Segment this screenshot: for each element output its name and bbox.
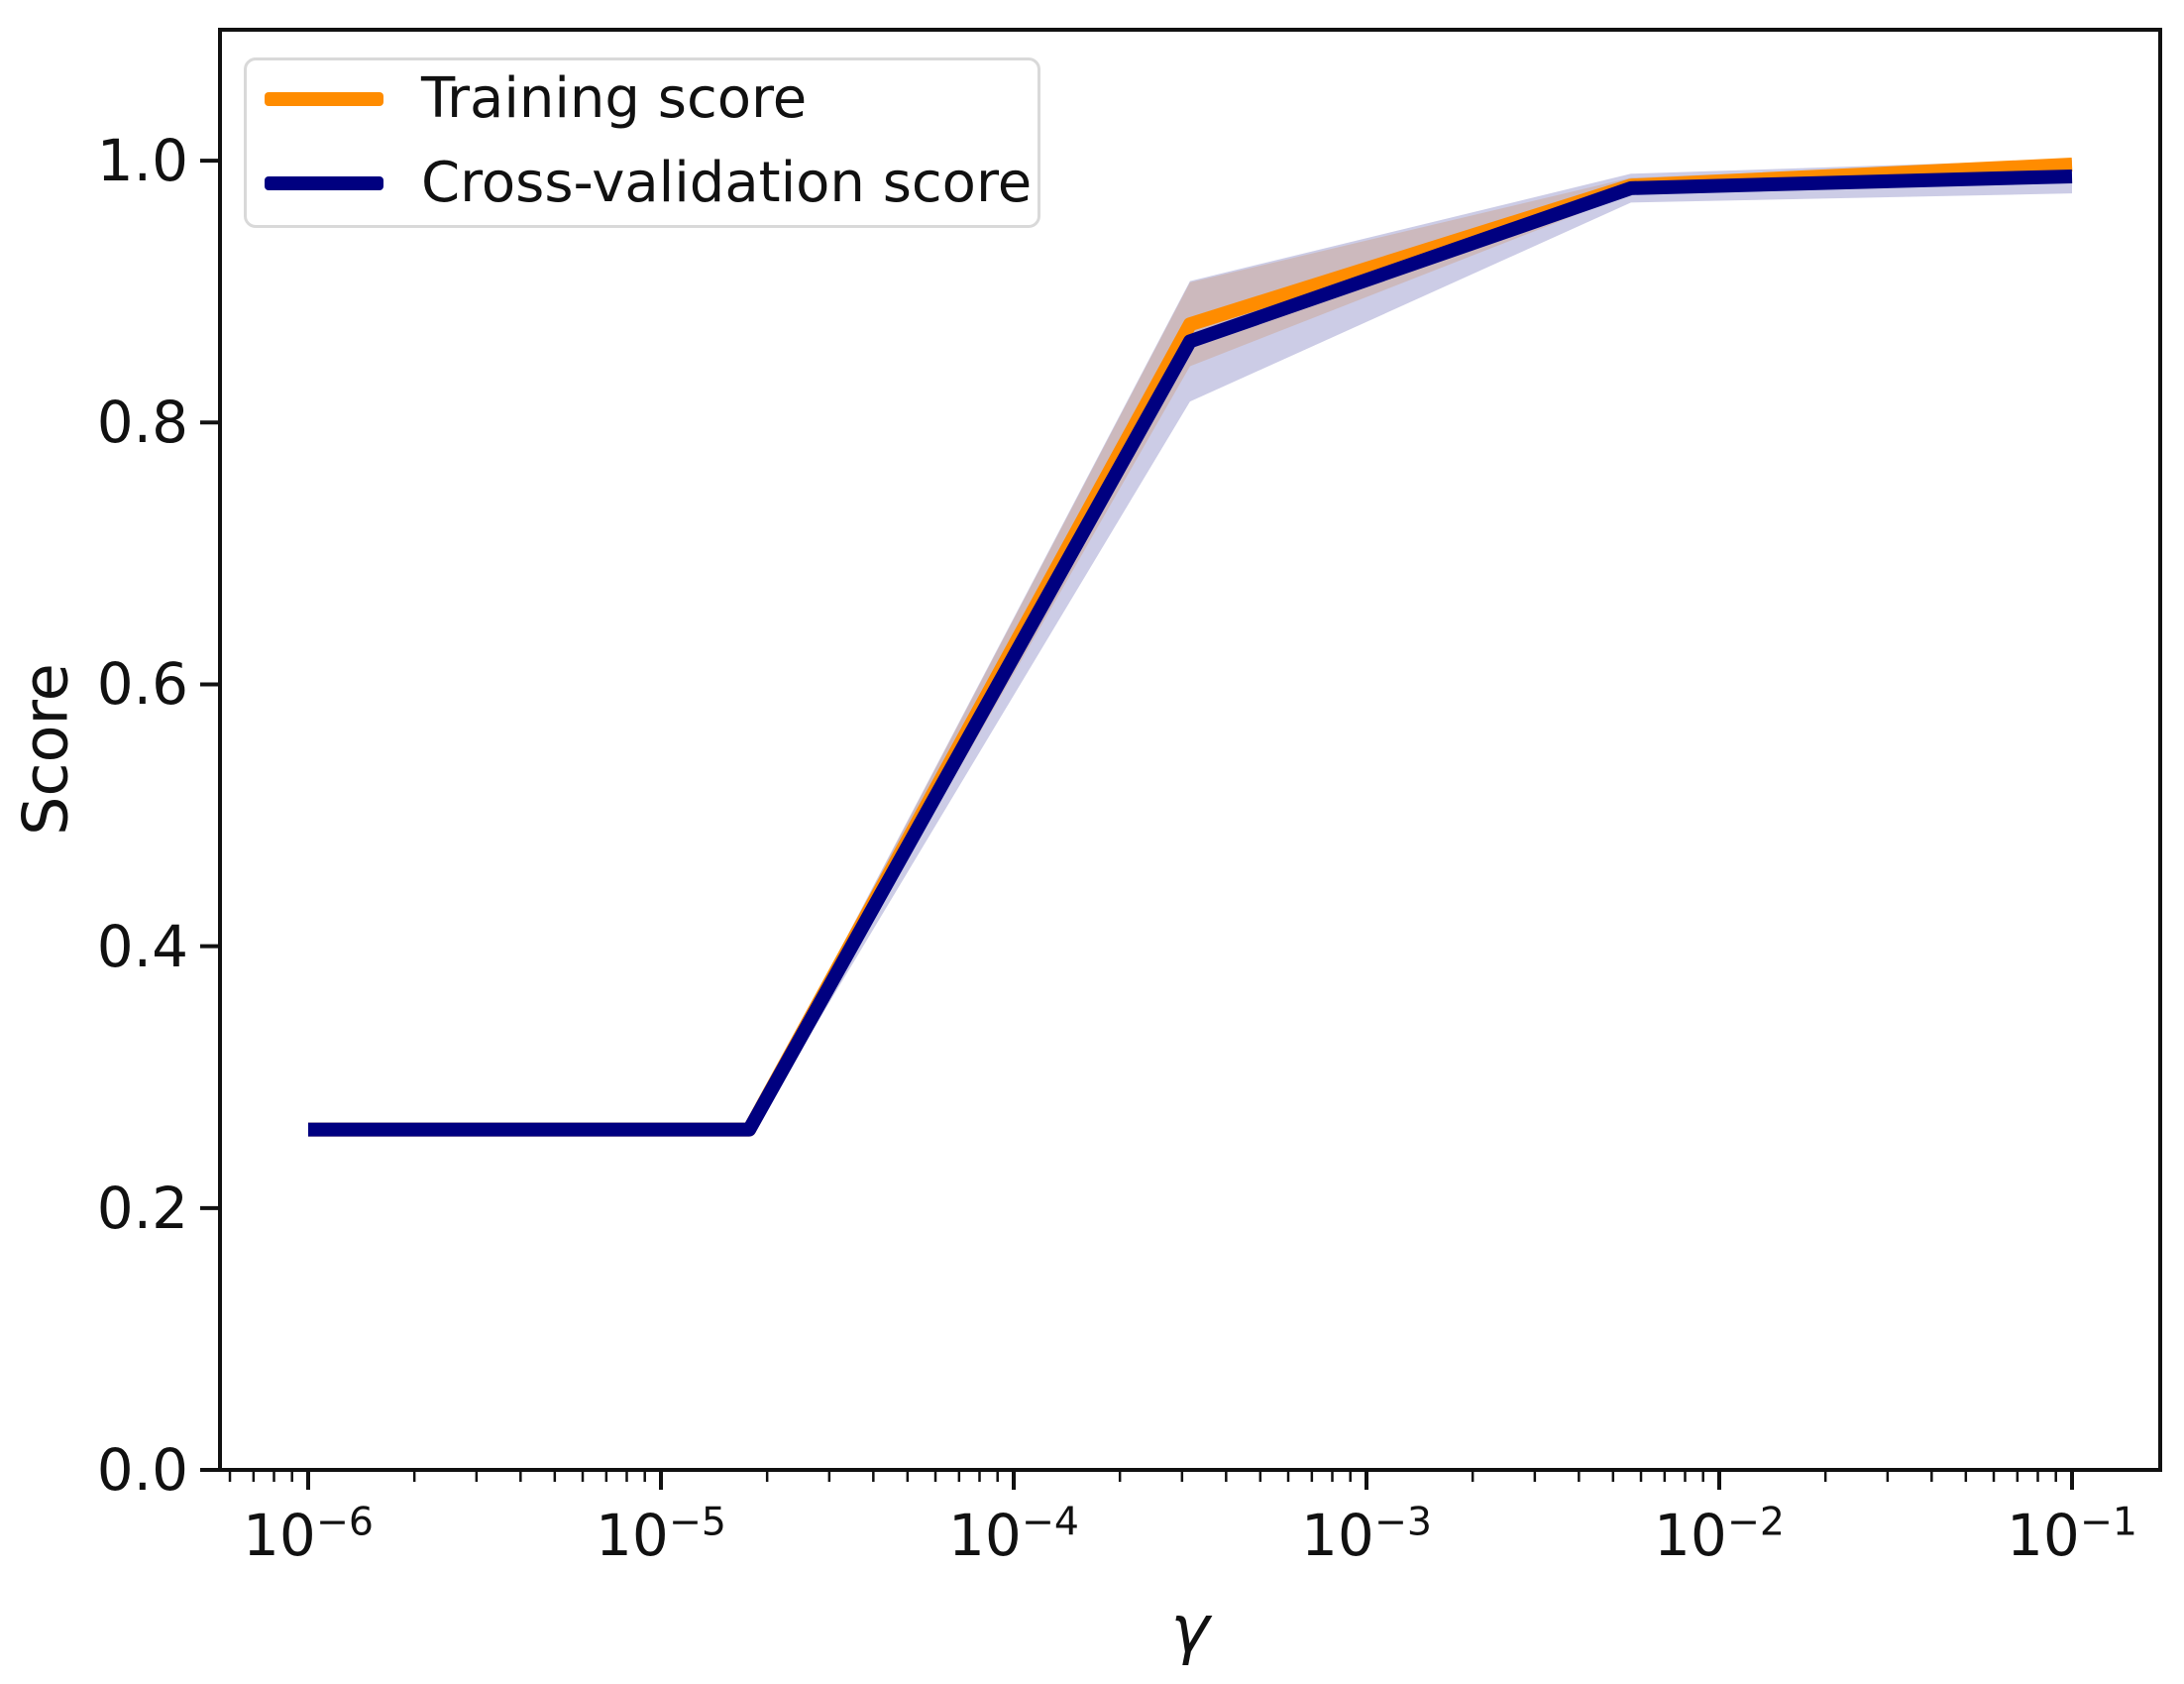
y-tick-label: 0.4 <box>96 912 188 980</box>
cross_validation-line <box>308 168 2073 1137</box>
x-tick-label: 10−2 <box>1654 1499 1785 1569</box>
legend-label: Cross-validation score <box>421 151 1033 215</box>
x-tick-label: 10−5 <box>596 1499 726 1569</box>
cross-validation-line-swatch <box>265 176 383 190</box>
x-axis-title: γ <box>1170 1591 1210 1668</box>
y-tick-label: 1.0 <box>96 127 188 195</box>
x-tick-label: 10−3 <box>1301 1499 1432 1569</box>
legend-label: Training score <box>421 66 808 131</box>
y-tick-label: 0.2 <box>96 1174 188 1242</box>
y-tick-label: 0.8 <box>96 389 188 457</box>
axes-layer <box>200 28 2162 1490</box>
training-std-band <box>308 161 2072 1135</box>
cross_validation-std-band <box>308 159 2072 1137</box>
legend-item-cross-validation: Cross-validation score <box>247 154 1037 213</box>
axes-frame <box>218 28 2162 1472</box>
lines-layer <box>308 158 2073 1137</box>
x-tick-label: 10−4 <box>948 1499 1079 1569</box>
x-tick-label: 10−1 <box>2007 1499 2137 1569</box>
bands-layer <box>308 159 2072 1137</box>
training-line-swatch <box>265 92 383 106</box>
y-tick-label: 0.0 <box>96 1436 188 1504</box>
x-tick-label: 10−6 <box>243 1499 374 1569</box>
y-tick-label: 0.6 <box>96 650 188 719</box>
y-axis-title: Score <box>9 663 82 836</box>
legend: Training score Cross-validation score <box>244 57 1040 228</box>
legend-item-training: Training score <box>247 69 1037 129</box>
